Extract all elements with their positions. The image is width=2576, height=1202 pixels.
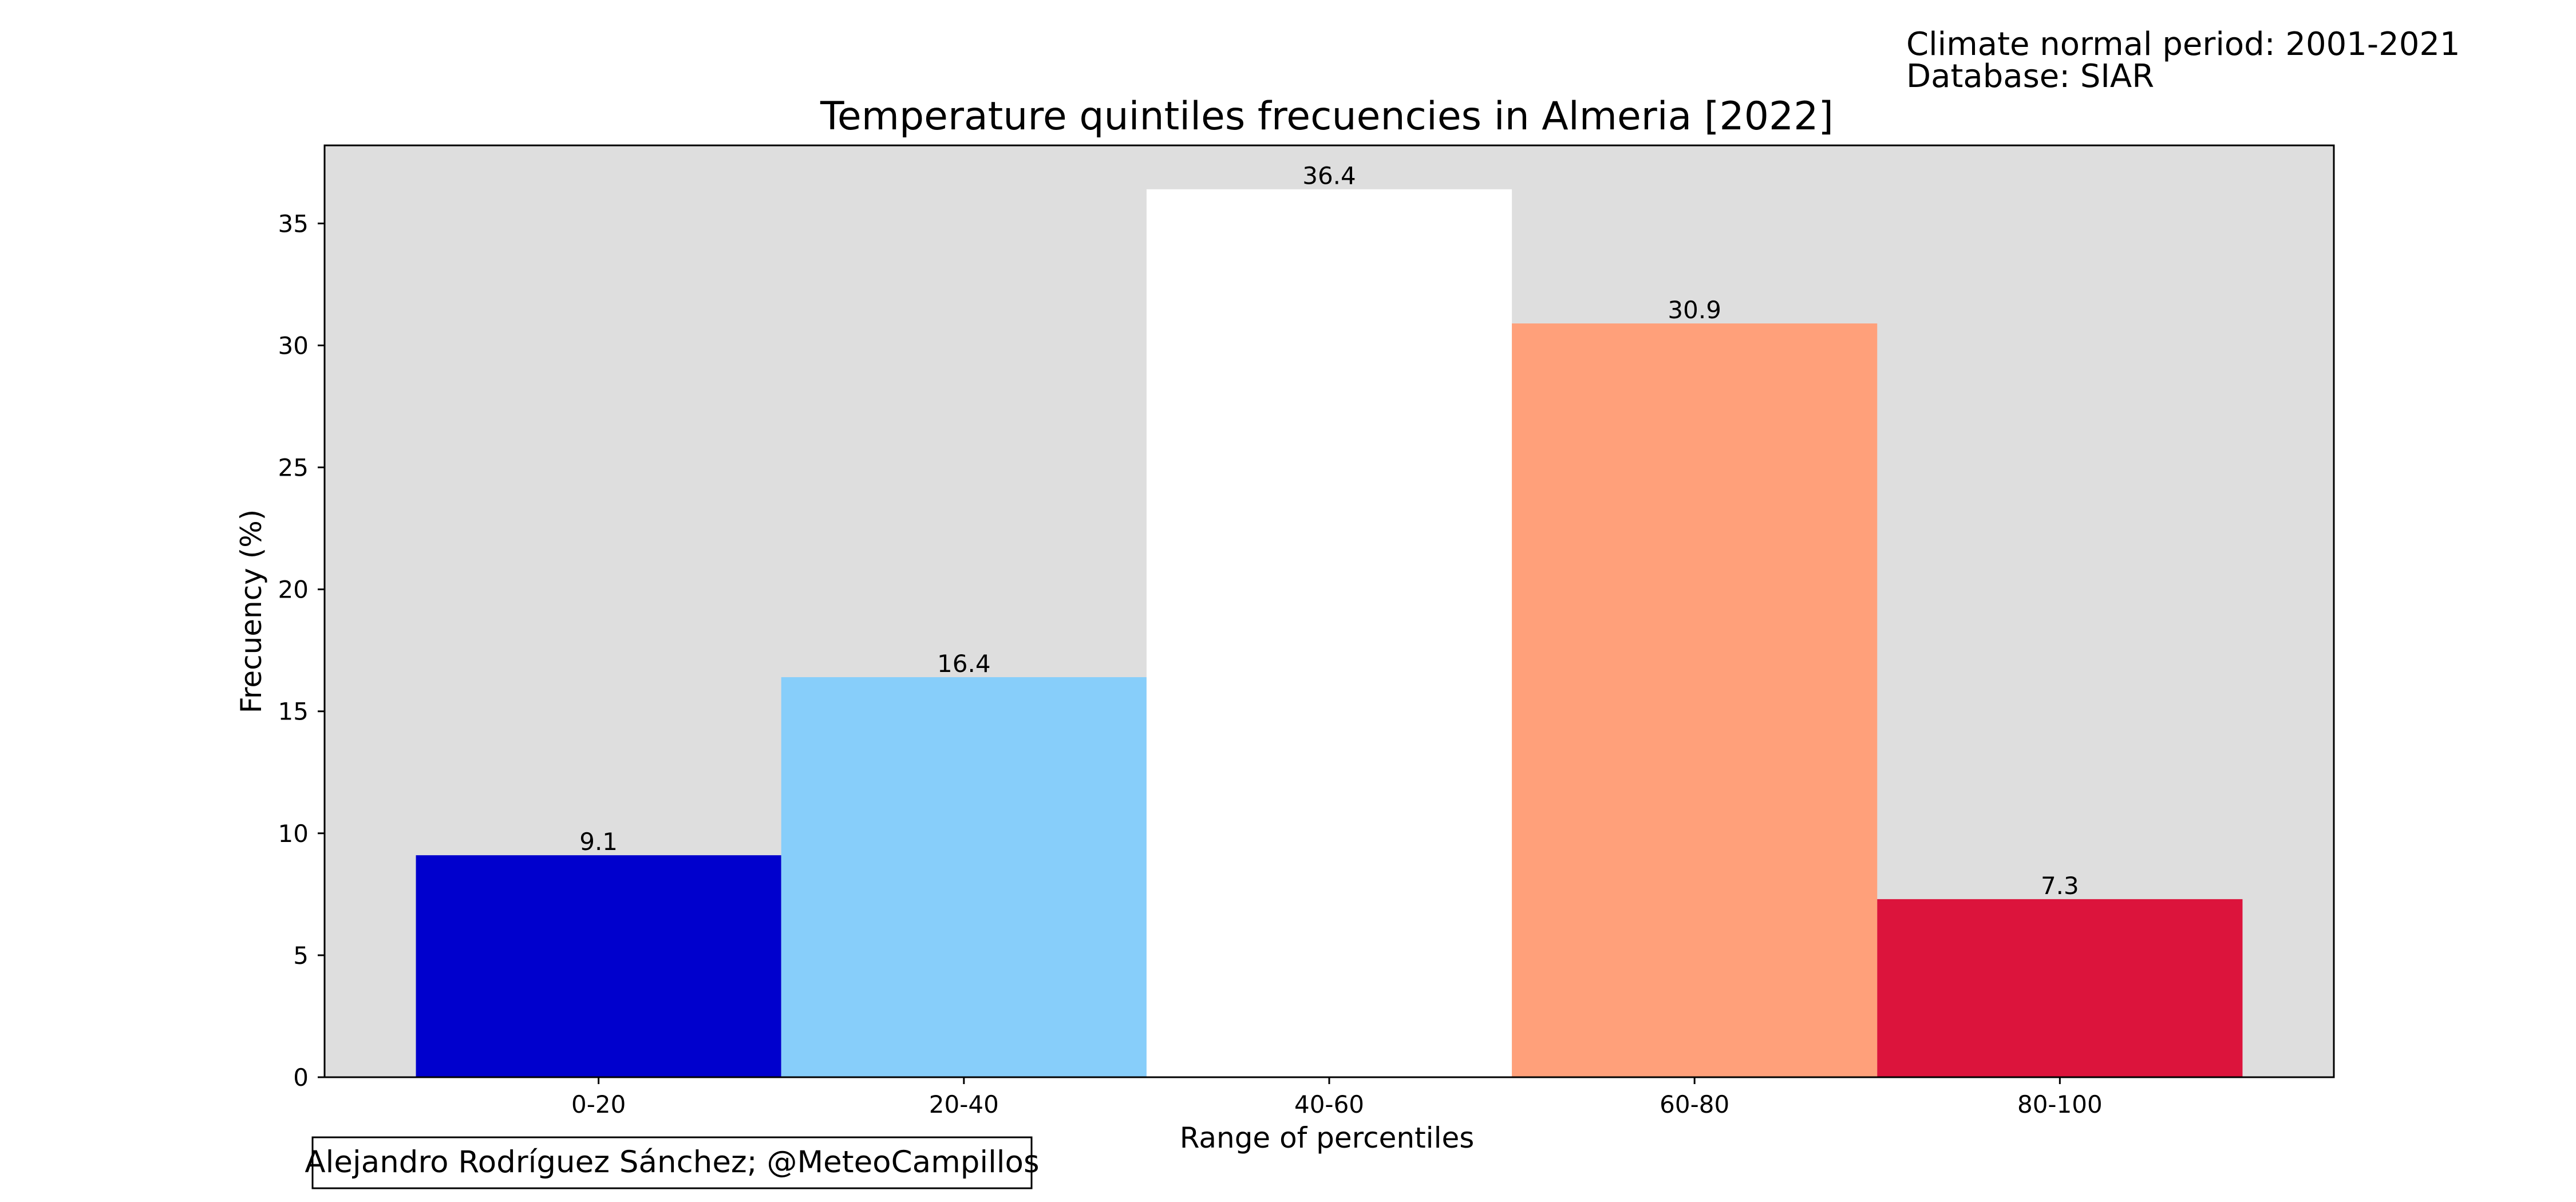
y-tick-label-0: 0 xyxy=(293,1063,309,1092)
x-axis-label: Range of percentiles xyxy=(1180,1121,1475,1154)
database-note: Database: SIAR xyxy=(1906,58,2154,95)
bar-80-100 xyxy=(1877,899,2243,1077)
y-tick-label-15: 15 xyxy=(278,698,309,726)
y-tick-label-25: 25 xyxy=(278,454,309,482)
bar-40-60 xyxy=(1146,189,1512,1077)
chart-title: Temperature quintiles frecuencies in Alm… xyxy=(820,94,1834,139)
x-axis-ticks: 0-20 20-40 40-60 60-80 80-100 xyxy=(571,1077,2103,1118)
y-tick-label-20: 20 xyxy=(278,576,309,604)
climate-period-note: Climate normal period: 2001-2021 xyxy=(1906,26,2460,63)
bar-value-labels: 9.1 16.4 36.4 30.9 7.3 xyxy=(579,162,2079,900)
y-tick-label-10: 10 xyxy=(278,820,309,848)
y-tick-label-5: 5 xyxy=(293,942,309,970)
bar-value-label-80-100: 7.3 xyxy=(2041,872,2079,900)
y-tick-label-30: 30 xyxy=(278,331,309,359)
bar-0-20 xyxy=(416,855,781,1077)
y-axis-ticks: 0 5 10 15 20 25 30 35 xyxy=(278,209,325,1092)
bars xyxy=(416,189,2243,1078)
author-credit: Alejandro Rodríguez Sánchez; @MeteoCampi… xyxy=(305,1145,1039,1180)
x-tick-label-80-100: 80-100 xyxy=(2017,1090,2103,1118)
credit-box xyxy=(311,1136,1033,1189)
x-tick-label-40-60: 40-60 xyxy=(1294,1090,1364,1118)
x-tick-label-20-40: 20-40 xyxy=(929,1090,999,1118)
bar-60-80 xyxy=(1512,323,1878,1078)
x-tick-label-60-80: 60-80 xyxy=(1660,1090,1729,1118)
y-axis-label: Frecuency (%) xyxy=(235,509,268,713)
bar-value-label-40-60: 36.4 xyxy=(1302,162,1356,190)
bar-value-label-0-20: 9.1 xyxy=(579,828,618,856)
bar-20-40 xyxy=(781,677,1147,1077)
bar-value-label-20-40: 16.4 xyxy=(937,650,991,678)
y-tick-label-35: 35 xyxy=(278,209,309,238)
x-tick-label-0-20: 0-20 xyxy=(571,1090,626,1118)
bar-value-label-60-80: 30.9 xyxy=(1668,296,1721,324)
